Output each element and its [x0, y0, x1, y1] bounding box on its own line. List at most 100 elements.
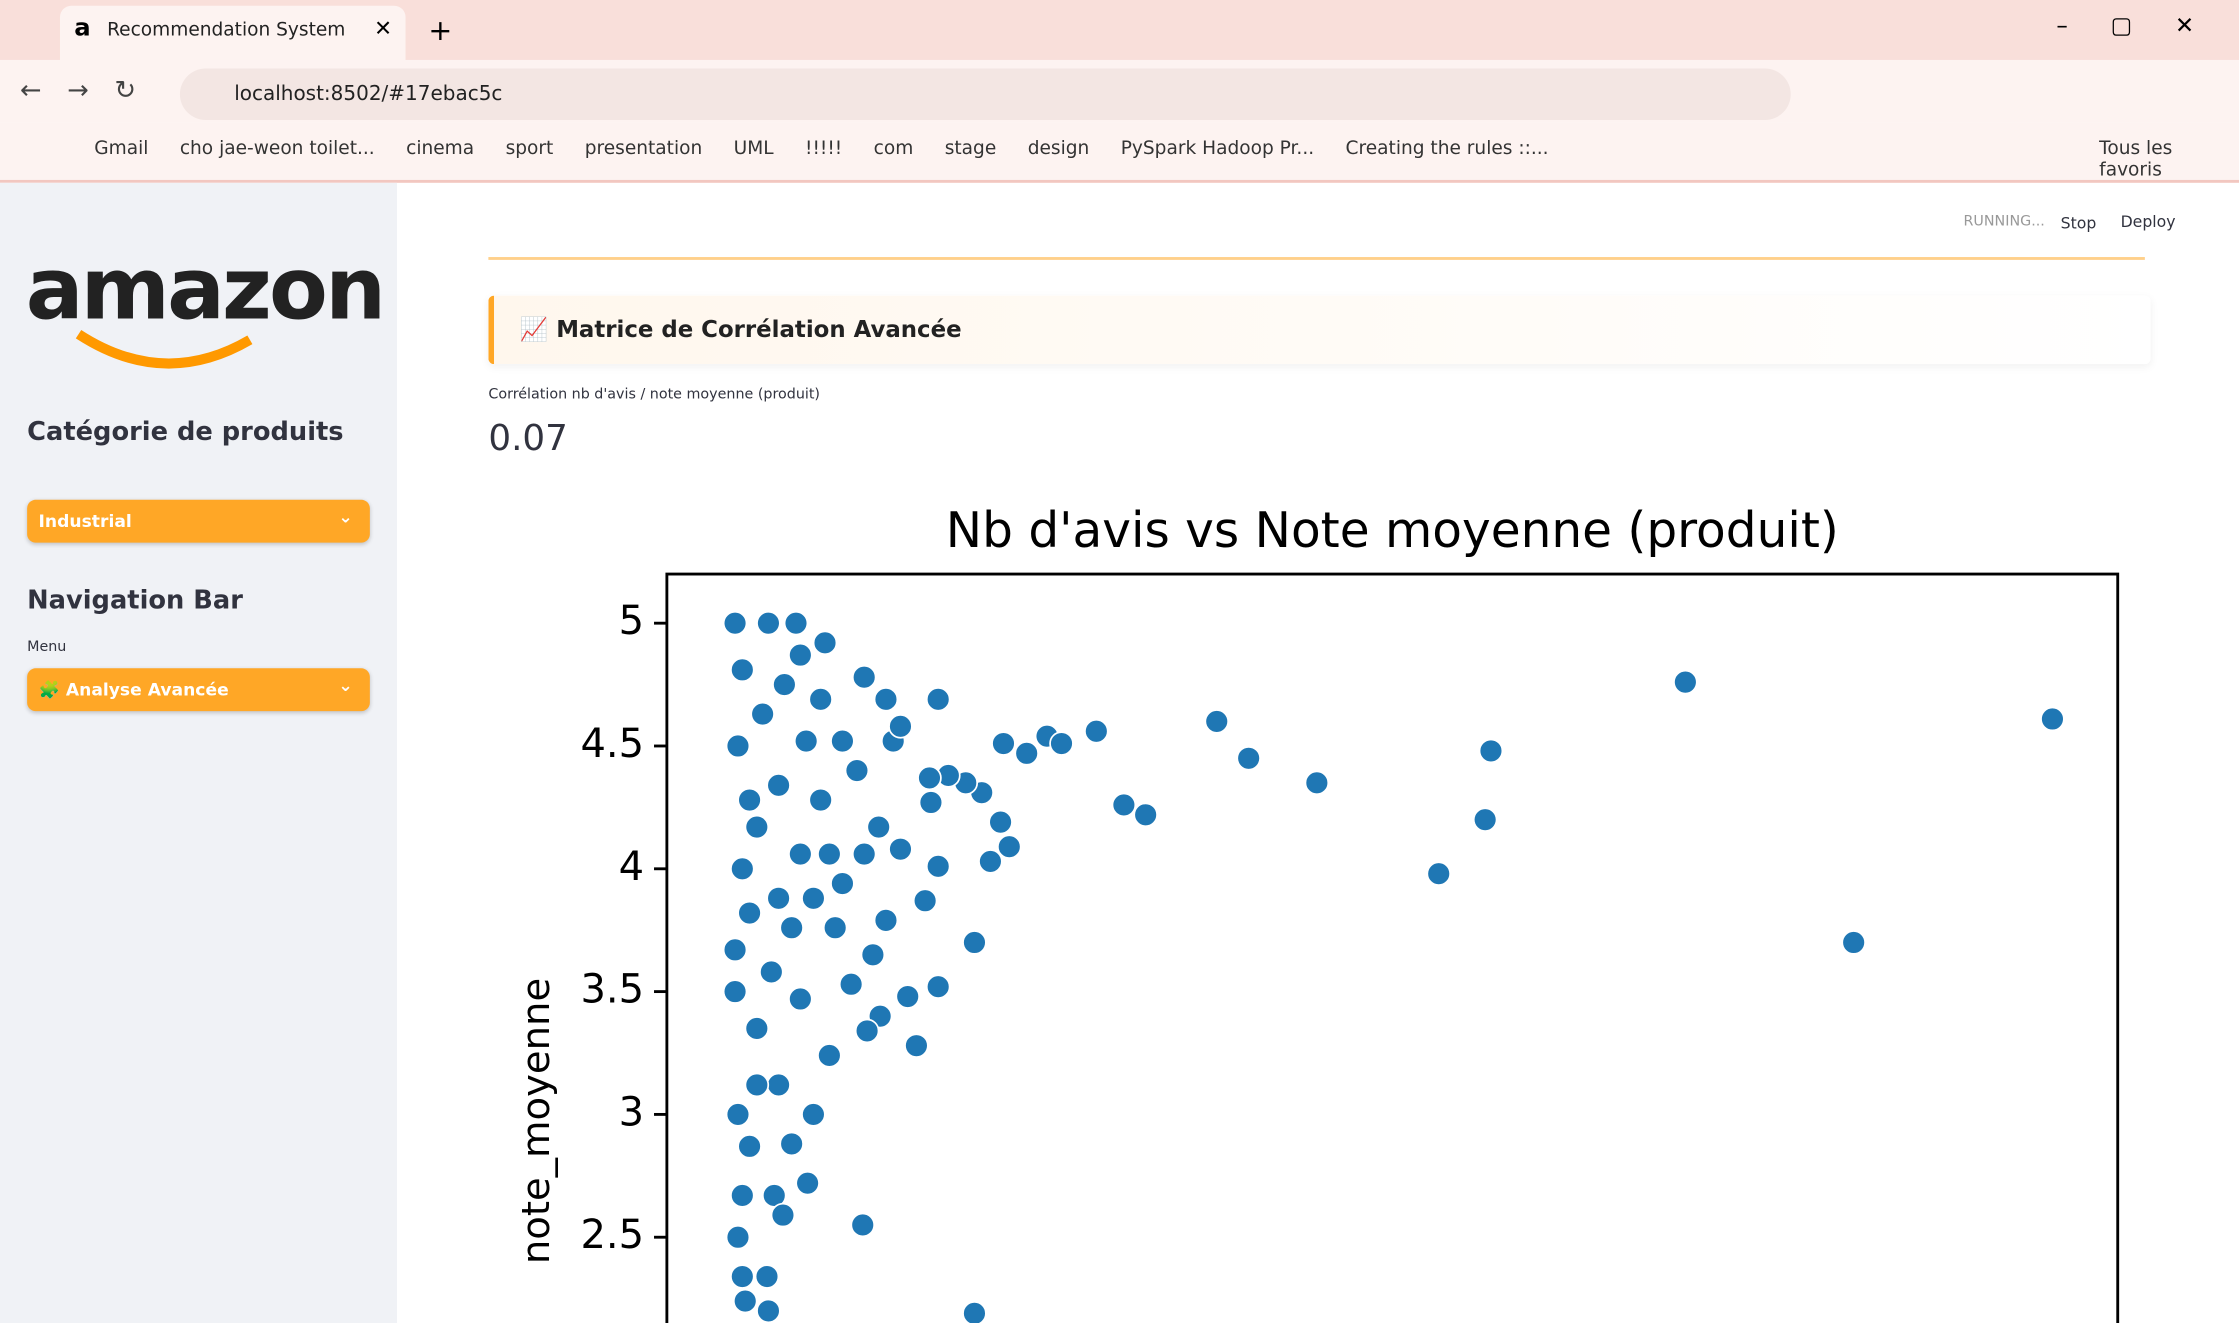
point — [860, 942, 886, 968]
tab-close[interactable]: ✕ — [374, 15, 393, 42]
nav-title: Navigation Bar — [27, 585, 243, 616]
y-tick-label: 5 — [619, 598, 644, 644]
menu-select[interactable]: 🧩 Analyse Avancée — [27, 664, 370, 712]
bookmark[interactable]: Gmail — [94, 138, 149, 160]
deploy-button[interactable]: Deploy — [2120, 212, 2176, 232]
bookmark[interactable]: cinema — [406, 138, 475, 160]
point — [925, 974, 951, 999]
bookmarks-bar: Gmail cho jae-weon toilet... cinema sport pr… — [0, 122, 2239, 183]
y-tick-label: 4.5 — [580, 721, 644, 767]
point — [722, 610, 748, 636]
url: localhost:8502/#17ebac5c — [234, 82, 503, 106]
bookmark[interactable]: design — [1027, 138, 1090, 160]
point — [770, 1202, 796, 1228]
new-tab[interactable]: + — [428, 12, 453, 48]
category-select[interactable]: Industrial — [27, 496, 370, 543]
category-label: Catégorie de produits — [27, 416, 344, 447]
point — [725, 1102, 751, 1127]
point — [817, 841, 842, 867]
point — [793, 728, 819, 754]
point — [1204, 709, 1230, 734]
y-tick-label: 2.5 — [580, 1212, 644, 1258]
point — [725, 1224, 751, 1250]
point — [754, 1264, 780, 1289]
point — [1426, 861, 1452, 886]
point — [722, 937, 748, 963]
point — [766, 885, 791, 911]
point — [850, 1212, 876, 1238]
address-bar[interactable]: localhost:8502/#17ebac5c — [179, 68, 1791, 120]
point — [873, 908, 899, 933]
metric-label: Corrélation nb d'avis / note moyenne (pr… — [488, 386, 821, 403]
point — [744, 1072, 770, 1098]
point — [1049, 731, 1074, 756]
point — [978, 849, 1003, 874]
bookmark[interactable]: PySpark Hadoop Pr... — [1120, 138, 1315, 160]
point — [854, 1018, 880, 1044]
point — [830, 871, 855, 896]
plot-frame — [665, 572, 2120, 1323]
point — [925, 687, 951, 712]
point — [895, 984, 920, 1009]
point — [788, 642, 813, 668]
point — [808, 787, 833, 813]
bookmark[interactable]: Creating the rules ::... — [1345, 138, 1549, 160]
point — [822, 915, 848, 941]
tab[interactable]: a Recommendation System ✕ — [59, 5, 406, 60]
point — [772, 672, 797, 697]
point — [844, 758, 870, 783]
point — [817, 1043, 842, 1068]
bookmark[interactable]: stage — [944, 138, 997, 160]
point — [1084, 718, 1109, 744]
bookmark[interactable]: com — [873, 138, 914, 160]
metric-value: 0.07 — [488, 416, 568, 459]
point — [779, 915, 804, 941]
point — [904, 1033, 929, 1058]
point — [808, 687, 833, 712]
point — [991, 731, 1016, 756]
stop-button[interactable]: Stop — [2060, 214, 2097, 233]
menu-label: Menu — [27, 639, 67, 656]
point — [888, 836, 913, 862]
point — [838, 971, 864, 997]
point — [866, 814, 891, 840]
point — [912, 888, 938, 914]
point — [766, 773, 791, 798]
bookmark[interactable]: UML — [733, 138, 774, 160]
bookmark[interactable]: cho jae-weon toilet... — [179, 138, 375, 160]
bookmark[interactable]: sport — [505, 138, 554, 160]
point — [730, 1183, 755, 1208]
point — [744, 1016, 770, 1041]
nav-buttons[interactable]: ←→↻ — [19, 75, 162, 106]
y-tick-label: 4 — [619, 844, 644, 890]
point — [812, 630, 838, 656]
point — [873, 687, 899, 712]
point — [766, 1072, 791, 1098]
point — [730, 856, 755, 882]
point — [795, 1170, 820, 1196]
y-axis-label: note_moyenne — [514, 978, 559, 1264]
point — [756, 1298, 781, 1323]
favicon: a — [74, 14, 91, 43]
bookmark[interactable]: !!!!! — [805, 138, 843, 160]
sidebar: amazon Catégorie de produits Industrial … — [0, 182, 397, 1323]
point — [730, 657, 755, 683]
point — [1472, 807, 1498, 832]
point — [962, 1301, 987, 1323]
point — [737, 787, 762, 813]
section-title: 📈 Matrice de Corrélation Avancée — [519, 315, 962, 343]
point — [1478, 738, 1504, 764]
point — [925, 854, 951, 879]
bookmark[interactable]: presentation — [584, 138, 703, 160]
bookmark-list: Gmail cho jae-weon toilet... cinema sport pr… — [94, 139, 1548, 160]
divider — [488, 257, 2145, 260]
point — [732, 1288, 758, 1314]
window-controls[interactable]: –▢✕ — [2056, 11, 2238, 39]
point — [830, 728, 855, 754]
point — [725, 733, 751, 759]
all-bookmarks[interactable]: Tous les favoris — [2099, 138, 2173, 182]
logo: amazon — [25, 239, 386, 340]
point — [1841, 930, 1866, 955]
status: RUNNING... — [1963, 214, 2045, 230]
point — [788, 986, 813, 1012]
